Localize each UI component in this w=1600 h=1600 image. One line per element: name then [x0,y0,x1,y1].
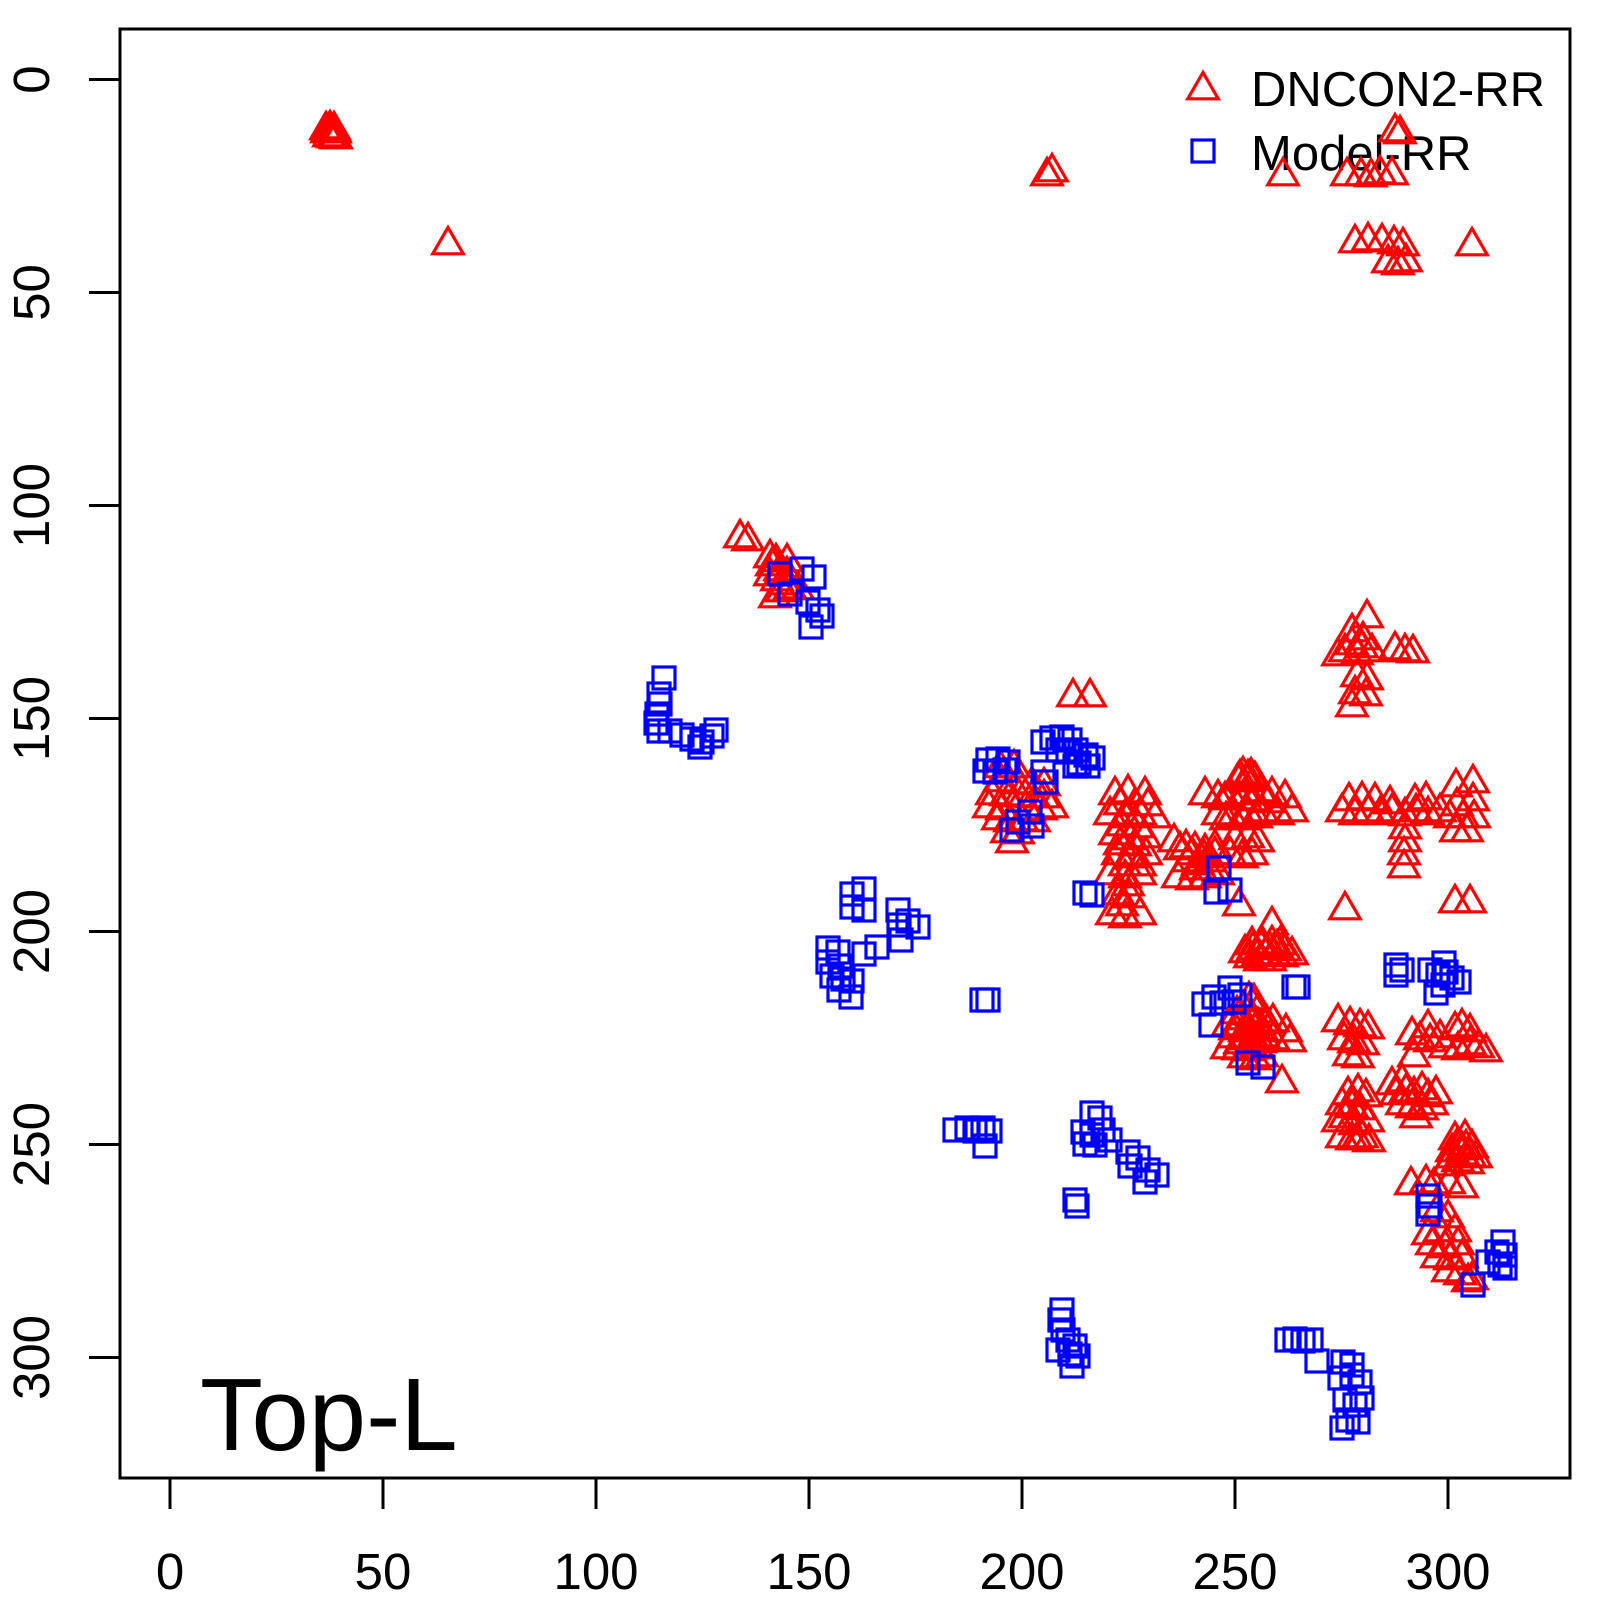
svg-text:150: 150 [3,676,60,761]
svg-text:200: 200 [979,1543,1064,1600]
svg-text:250: 250 [3,1102,60,1187]
svg-text:0: 0 [3,65,60,93]
svg-text:Top-L: Top-L [200,1357,458,1472]
svg-text:250: 250 [1192,1543,1277,1600]
svg-text:150: 150 [766,1543,851,1600]
svg-text:Model-RR: Model-RR [1251,127,1472,181]
svg-text:50: 50 [3,264,60,321]
svg-text:100: 100 [3,463,60,548]
svg-text:100: 100 [553,1543,638,1600]
svg-text:DNCON2-RR: DNCON2-RR [1251,63,1545,117]
svg-text:300: 300 [1405,1543,1490,1600]
svg-text:50: 50 [355,1543,412,1600]
svg-text:200: 200 [3,889,60,974]
svg-text:300: 300 [3,1315,60,1400]
svg-text:0: 0 [156,1543,184,1600]
